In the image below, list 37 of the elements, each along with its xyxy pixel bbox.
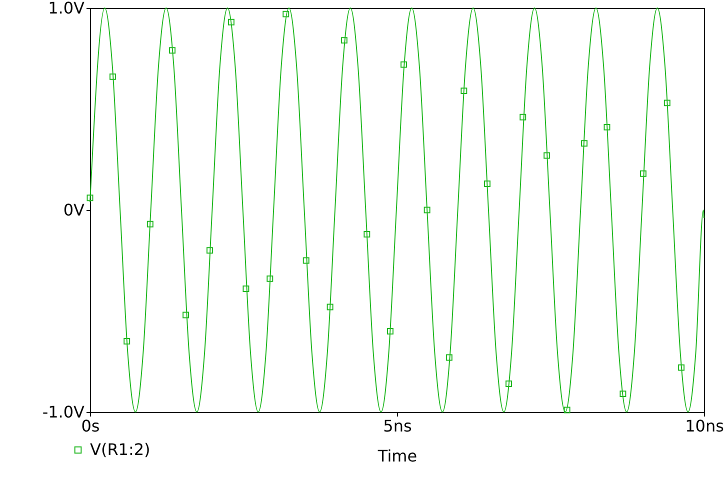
point: [581, 140, 588, 147]
point: [640, 170, 646, 177]
point: [506, 380, 512, 387]
point: [340, 37, 348, 44]
y-tick-label: 1.0V: [48, 0, 85, 18]
point: [302, 257, 310, 264]
point: [387, 328, 394, 334]
legend-label: V(R1:2): [90, 440, 150, 459]
point: [266, 275, 274, 282]
point: [520, 114, 526, 120]
x-axis-title: Time: [376, 446, 418, 466]
point: [620, 390, 626, 398]
point: [364, 231, 370, 238]
point: [169, 47, 176, 54]
point: [326, 304, 334, 310]
point: [109, 73, 116, 80]
point: [182, 312, 190, 318]
point: [146, 220, 154, 228]
point: [282, 10, 290, 18]
x-tick-label: 10ns: [685, 416, 724, 436]
y-tick-label: 0V: [63, 200, 85, 220]
point: [446, 354, 452, 361]
point: [124, 338, 130, 345]
point: [228, 18, 234, 26]
point: [206, 247, 213, 254]
point: [678, 364, 685, 371]
point: [242, 286, 250, 292]
point: [544, 152, 550, 159]
point: [424, 206, 430, 214]
point: [460, 88, 468, 94]
point: [664, 100, 670, 106]
point: [604, 124, 610, 130]
point: [484, 180, 490, 187]
point: [564, 406, 570, 414]
point: [400, 61, 407, 68]
x-tick-label: 5ns: [383, 416, 412, 436]
point: [86, 194, 94, 202]
